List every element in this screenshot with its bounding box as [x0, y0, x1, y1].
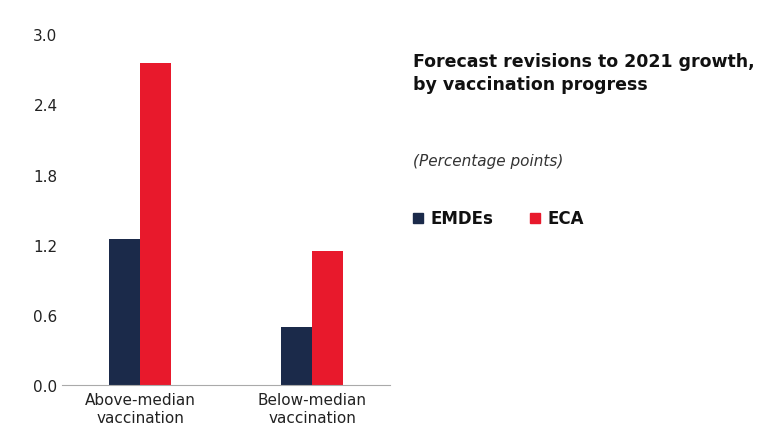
Bar	[282, 327, 313, 385]
Text: EMDEs: EMDEs	[431, 209, 494, 228]
Text: Forecast revisions to 2021 growth,
by vaccination progress: Forecast revisions to 2021 growth, by va…	[413, 53, 755, 93]
Text: ECA: ECA	[548, 209, 584, 228]
Bar	[140, 64, 171, 385]
Bar	[313, 251, 343, 385]
Text: (Percentage points): (Percentage points)	[413, 153, 564, 168]
Bar	[109, 240, 140, 385]
